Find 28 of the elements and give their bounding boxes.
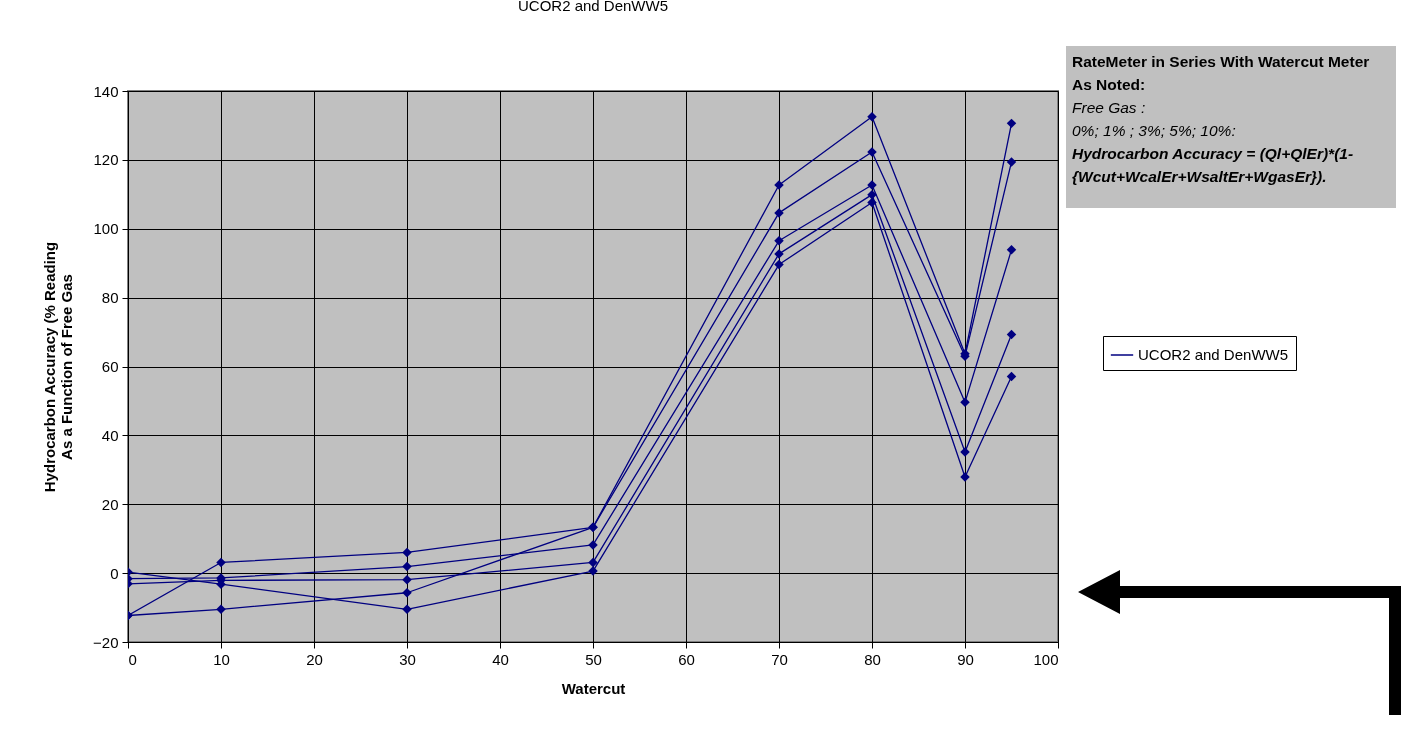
- y-tick-label: 140: [93, 82, 119, 100]
- y-tick-label: 80: [101, 289, 119, 307]
- x-tick-label: 20: [306, 650, 323, 668]
- y-tick-label: 100: [93, 220, 119, 238]
- y-tick-label: 20: [101, 495, 119, 513]
- x-tick-label: 0: [128, 650, 137, 668]
- y-axis-title: Hydrocarbon Accuracy (% Reading As a Function of Free Gas: [41, 241, 76, 493]
- x-tick-label: 100: [1033, 650, 1059, 668]
- y-tick-label: −20: [93, 633, 119, 651]
- y-tick-label: 40: [101, 426, 119, 444]
- x-tick-label: 10: [213, 650, 230, 668]
- x-tick-label: 60: [678, 650, 695, 668]
- text: 0%; 1% ; 3%; 5%; 10%:: [1072, 121, 1237, 141]
- x-tick-label: 40: [492, 650, 509, 668]
- legend-label: UCOR2 and DenWW5: [1138, 346, 1289, 363]
- y-tick-label: 120: [93, 151, 119, 169]
- y-tick-label: 0: [110, 564, 119, 582]
- x-tick-label: 30: [399, 650, 416, 668]
- y-tick-label: 60: [101, 358, 119, 375]
- x-tick-label: 70: [771, 650, 788, 668]
- x-tick-label: 90: [957, 650, 974, 668]
- text: RateMeter in Series With Watercut Meter As Noted:: [1072, 52, 1371, 95]
- text: Free Gas :: [1072, 98, 1147, 118]
- chart-title: UCOR2 and DenWW5: [517, 0, 669, 14]
- x-tick-label: 50: [585, 650, 602, 668]
- x-axis-title: Watercut: [561, 679, 626, 697]
- text: Hydrocarbon Accuracy = (Ql+QlEr)*(1-{Wcut+WcalEr+WsaltEr+WgasEr}).: [1072, 144, 1355, 187]
- x-tick-label: 80: [864, 650, 881, 668]
